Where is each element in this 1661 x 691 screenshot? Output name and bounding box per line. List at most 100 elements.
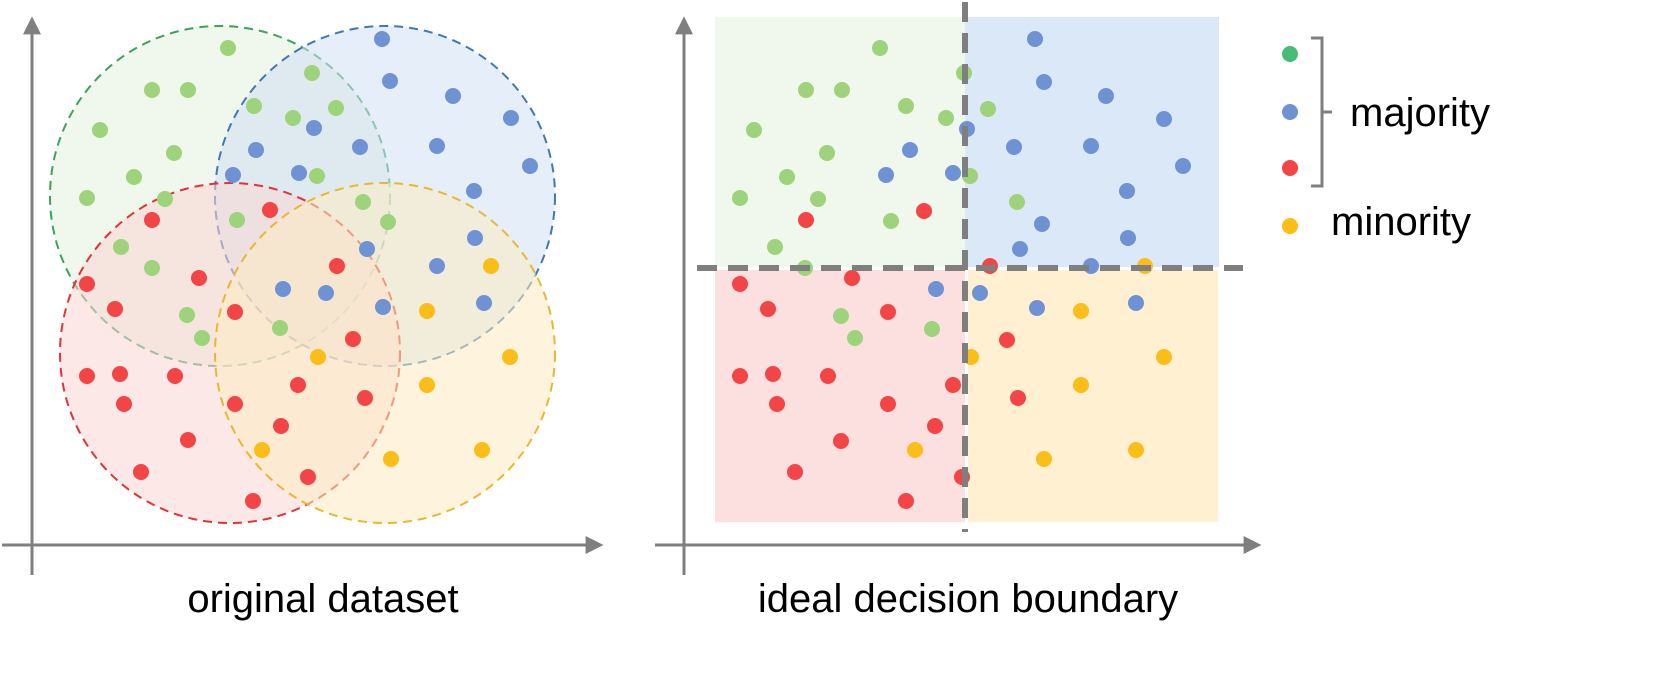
point-red (227, 396, 243, 412)
point-red (999, 332, 1015, 348)
point-green (883, 213, 899, 229)
point-red (180, 432, 196, 448)
class-region-quadrants (715, 17, 1219, 522)
point-blue (902, 142, 918, 158)
point-yellow (502, 349, 518, 365)
point-red (345, 331, 361, 347)
point-blue (352, 139, 368, 155)
point-blue (225, 167, 241, 183)
ideal-decision-boundary-panel: ideal decision boundary (655, 2, 1262, 621)
point-red (262, 202, 278, 218)
point-green (833, 308, 849, 324)
point-blue (1034, 216, 1050, 232)
point-green (980, 101, 996, 117)
point-blue (1006, 139, 1022, 155)
point-red (112, 366, 128, 382)
point-red (916, 203, 932, 219)
point-blue (374, 31, 390, 47)
point-green (938, 110, 954, 126)
region-yellow (968, 270, 1218, 522)
point-red (787, 464, 803, 480)
point-red (245, 493, 261, 509)
point-green (872, 40, 888, 56)
point-green (246, 98, 262, 114)
point-blue (1119, 183, 1135, 199)
point-green (798, 82, 814, 98)
point-yellow (483, 258, 499, 274)
point-green (92, 122, 108, 138)
point-blue (382, 73, 398, 89)
point-yellow (1073, 303, 1089, 319)
point-green (229, 212, 245, 228)
point-green (113, 239, 129, 255)
point-green (924, 321, 940, 337)
legend-marker-green (1282, 46, 1298, 62)
legend: majority minority (1282, 36, 1490, 244)
point-green (819, 145, 835, 161)
point-blue (1098, 88, 1114, 104)
point-blue (275, 281, 291, 297)
panel-caption-original-dataset: original dataset (187, 577, 458, 621)
point-green (144, 260, 160, 276)
majority-bracket (1311, 36, 1332, 188)
point-red (820, 368, 836, 384)
original-dataset-panel: original dataset (2, 16, 604, 621)
point-green (272, 320, 288, 336)
data-points (79, 31, 538, 509)
point-red (760, 301, 776, 317)
point-red (880, 304, 896, 320)
point-yellow (1073, 377, 1089, 393)
point-blue (467, 230, 483, 246)
point-yellow (310, 349, 326, 365)
point-red (116, 396, 132, 412)
point-yellow (254, 442, 270, 458)
region-red (715, 270, 965, 522)
point-red (290, 377, 306, 393)
point-green (304, 65, 320, 81)
point-green (328, 100, 344, 116)
point-red (227, 304, 243, 320)
point-green (166, 145, 182, 161)
point-red (329, 258, 345, 274)
point-blue (1029, 300, 1045, 316)
point-green (220, 40, 236, 56)
point-blue (476, 295, 492, 311)
point-green (144, 82, 160, 98)
point-green (79, 190, 95, 206)
point-blue (1036, 74, 1052, 90)
point-green (810, 191, 826, 207)
point-blue (318, 285, 334, 301)
legend-markers (1282, 46, 1298, 234)
point-green (834, 82, 850, 98)
point-blue (1012, 241, 1028, 257)
point-red (769, 396, 785, 412)
point-green (126, 169, 142, 185)
point-green (157, 191, 173, 207)
point-green (1009, 194, 1025, 210)
point-blue (1175, 158, 1191, 174)
point-green (767, 239, 783, 255)
point-green (309, 168, 325, 184)
point-red (880, 396, 896, 412)
point-green (380, 214, 396, 230)
point-yellow (419, 377, 435, 393)
point-blue (466, 183, 482, 199)
region-green (715, 17, 965, 267)
legend-marker-red (1282, 160, 1298, 176)
point-blue (291, 165, 307, 181)
point-blue (878, 167, 894, 183)
legend-minority-label: minority (1331, 200, 1471, 244)
point-yellow (383, 451, 399, 467)
point-red (357, 390, 373, 406)
point-green (779, 169, 795, 185)
point-red (898, 493, 914, 509)
point-blue (429, 138, 445, 154)
point-green (898, 98, 914, 114)
point-blue (1083, 138, 1099, 154)
point-red (300, 469, 316, 485)
point-blue (1156, 111, 1172, 127)
point-green (355, 194, 371, 210)
point-red (833, 433, 849, 449)
point-blue (1128, 295, 1144, 311)
point-red (133, 464, 149, 480)
